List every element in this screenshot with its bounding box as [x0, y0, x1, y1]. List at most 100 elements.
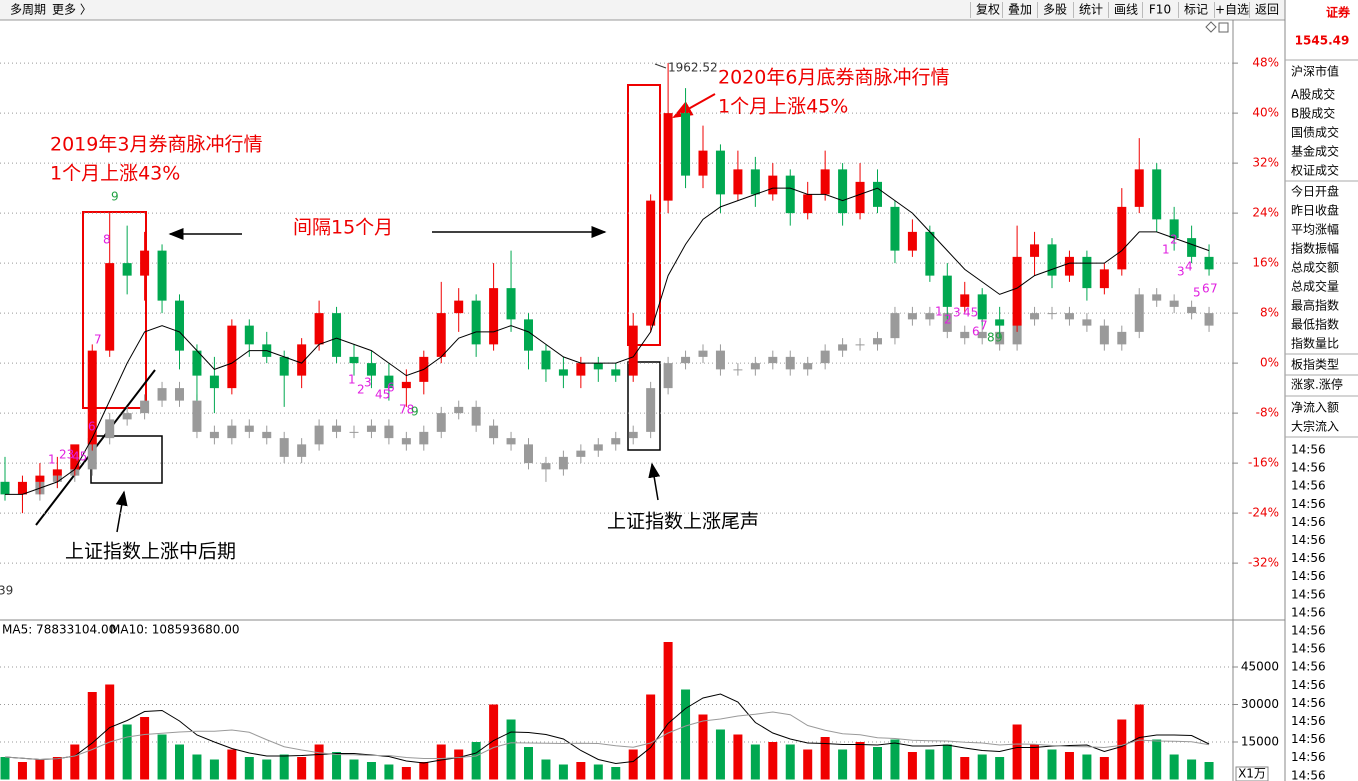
volume-bar: [855, 742, 865, 780]
candle-body: [1030, 244, 1040, 257]
volume-bar: [279, 754, 289, 780]
volume-bar: [1187, 759, 1197, 780]
volume-bar: [820, 737, 830, 780]
toolbar-separator: [1178, 2, 1179, 18]
candle-body: [244, 325, 254, 345]
toolbar-button[interactable]: 统计: [1079, 3, 1103, 17]
candle-body: [157, 250, 167, 301]
sidebar-item[interactable]: 总成交量: [1291, 279, 1339, 294]
sidebar-item[interactable]: 基金成交: [1291, 144, 1339, 159]
highlight-box: [82, 211, 147, 409]
sidebar-item[interactable]: 大宗流入: [1291, 419, 1339, 434]
candle-body: [942, 275, 952, 307]
candle-body: [855, 344, 865, 346]
volume-bar: [262, 759, 272, 780]
sidebar-time: 14:56: [1291, 461, 1326, 475]
sidebar-item[interactable]: 板指类型: [1291, 357, 1339, 372]
toolbar-button[interactable]: 复权: [976, 3, 1000, 17]
td-label: 7: [94, 333, 102, 347]
annotation: 间隔15个月: [293, 217, 393, 239]
toolbar-button[interactable]: 叠加: [1008, 3, 1032, 17]
volume-bar: [489, 704, 499, 780]
annotation: 2019年3月券商脉冲行情: [50, 134, 262, 156]
sidebar-time: 14:56: [1291, 533, 1326, 547]
sidebar-item[interactable]: 涨家.涨停: [1291, 377, 1343, 392]
sidebar-time: 14:56: [1291, 768, 1326, 781]
sidebar-item[interactable]: 总成交额: [1291, 260, 1339, 275]
candle-body: [1187, 306, 1197, 314]
sidebar-time: 14:56: [1291, 497, 1326, 511]
candle-body: [576, 450, 586, 457]
y-tick-label: 30000: [1241, 697, 1279, 711]
y-tick-label: -32%: [1248, 556, 1279, 570]
candle-body: [175, 300, 184, 351]
volume-bar: [698, 714, 708, 780]
candle-body: [35, 475, 45, 482]
toolbar-button[interactable]: 多周期: [10, 3, 46, 17]
candle-body: [960, 331, 970, 339]
candle-body: [1152, 169, 1162, 220]
candle-body: [471, 300, 481, 345]
y-tick-label: 24%: [1252, 206, 1279, 220]
volume-bar: [297, 757, 307, 780]
toolbar-button[interactable]: 返回: [1255, 3, 1279, 17]
sidebar-item[interactable]: A股成交: [1291, 87, 1335, 102]
highlight-box: [627, 361, 661, 451]
highlight-box: [90, 435, 163, 484]
plot: 48% 40% 32% 24% 16% 8% 0% -8% -16% -24% -32% 1962.5…: [0, 56, 1279, 781]
volume-bar: [1082, 754, 1092, 780]
toolbar-button[interactable]: +自选: [1215, 3, 1249, 17]
sidebar-item[interactable]: 权证成交: [1291, 163, 1339, 178]
volume-bar: [803, 749, 813, 780]
td-label: 3: [953, 306, 961, 320]
candle-body: [611, 369, 621, 376]
sidebar-item[interactable]: 昨日收盘: [1291, 203, 1339, 218]
annotation: 2020年6月底券商脉冲行情: [718, 67, 949, 89]
sidebar-item[interactable]: 今日开盘: [1291, 184, 1339, 199]
td-label: 3: [364, 376, 372, 390]
sidebar-item[interactable]: 最低指数: [1291, 317, 1339, 332]
candle-body: [785, 356, 795, 370]
candle-body: [209, 431, 219, 439]
toolbar-button[interactable]: 更多 〉: [52, 3, 92, 17]
candle-body: [401, 438, 411, 445]
candle-body: [541, 463, 551, 470]
icon-diamond[interactable]: [1205, 21, 1217, 33]
sidebar-item[interactable]: 指数振幅: [1291, 241, 1339, 256]
toolbar-button[interactable]: 画线: [1114, 3, 1138, 17]
sidebar-item[interactable]: 净流入额: [1291, 401, 1339, 415]
candle-body: [907, 231, 917, 251]
volume-bar: [995, 757, 1005, 780]
volume-bar: [436, 744, 446, 780]
candle-body: [1187, 238, 1197, 257]
candle-body: [907, 313, 917, 320]
candle-body: [192, 400, 202, 432]
volume-bar: [175, 744, 184, 780]
candle-body: [1117, 331, 1127, 345]
volume-bar: [733, 734, 743, 780]
sidebar-item[interactable]: 最高指数: [1291, 298, 1339, 313]
volume-bar: [558, 764, 568, 780]
sidebar-item[interactable]: 指数量比: [1291, 336, 1339, 351]
candle-body: [593, 444, 603, 451]
candle-body: [1099, 325, 1109, 345]
sidebar-price: 1545.49: [1295, 34, 1350, 48]
volume-bar: [1030, 744, 1040, 780]
toolbar-button[interactable]: F10: [1149, 3, 1171, 17]
sidebar-item[interactable]: 沪深市值: [1291, 64, 1339, 79]
sidebar-item[interactable]: B股成交: [1291, 106, 1335, 121]
volume-bar: [524, 747, 533, 780]
volume-ma10: [4, 711, 1210, 761]
toolbar-button[interactable]: 标记: [1184, 3, 1208, 17]
candle-body: [1204, 256, 1214, 270]
sidebar-item[interactable]: 国债成交: [1291, 125, 1339, 140]
icon-square[interactable]: [1218, 22, 1229, 33]
sidebar-item[interactable]: 平均涨幅: [1291, 222, 1339, 237]
candle-body: [873, 181, 882, 207]
candle-body: [419, 431, 429, 445]
toolbar-button[interactable]: 多股: [1043, 3, 1067, 17]
sidebar-time: 14:56: [1291, 624, 1326, 638]
volume-bar: [925, 749, 935, 780]
volume-bar: [960, 757, 970, 780]
candle-body: [715, 350, 725, 370]
